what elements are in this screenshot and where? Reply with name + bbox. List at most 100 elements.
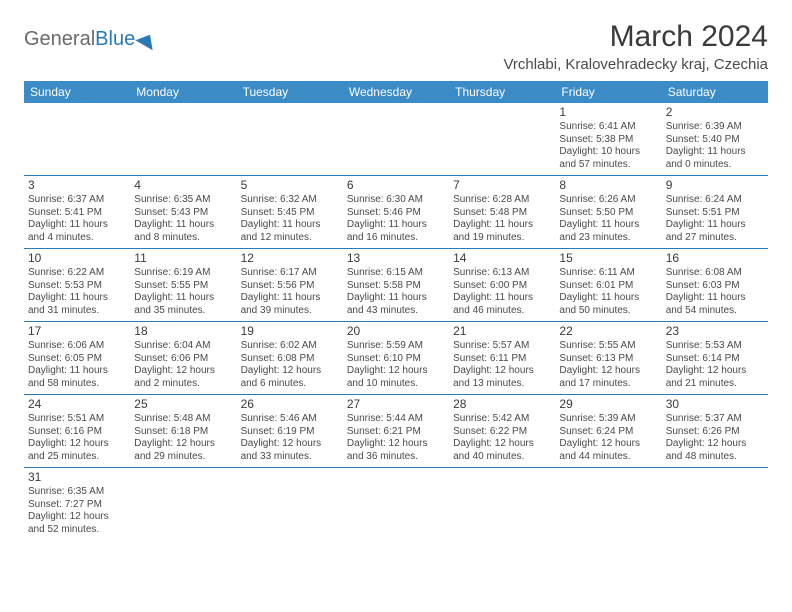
day-header: Sunday	[24, 81, 130, 103]
sunset-text: Sunset: 5:56 PM	[241, 280, 339, 293]
day-number: 25	[134, 397, 232, 412]
month-title: March 2024	[503, 20, 768, 54]
daylight-text: Daylight: 11 hours and 16 minutes.	[347, 219, 445, 244]
daylight-text: Daylight: 12 hours and 13 minutes.	[453, 365, 551, 390]
day-number: 9	[666, 178, 764, 193]
calendar-cell: 4Sunrise: 6:35 AMSunset: 5:43 PMDaylight…	[130, 176, 236, 249]
sunset-text: Sunset: 5:38 PM	[559, 134, 657, 147]
daylight-text: Daylight: 11 hours and 58 minutes.	[28, 365, 126, 390]
calendar-cell: 17Sunrise: 6:06 AMSunset: 6:05 PMDayligh…	[24, 322, 130, 395]
sunset-text: Sunset: 5:46 PM	[347, 207, 445, 220]
sunrise-text: Sunrise: 6:26 AM	[559, 194, 657, 207]
calendar-cell: 26Sunrise: 5:46 AMSunset: 6:19 PMDayligh…	[237, 395, 343, 468]
sunrise-text: Sunrise: 6:15 AM	[347, 267, 445, 280]
daylight-text: Daylight: 11 hours and 8 minutes.	[134, 219, 232, 244]
calendar-cell: 7Sunrise: 6:28 AMSunset: 5:48 PMDaylight…	[449, 176, 555, 249]
daylight-text: Daylight: 11 hours and 27 minutes.	[666, 219, 764, 244]
daylight-text: Daylight: 12 hours and 36 minutes.	[347, 438, 445, 463]
calendar-cell: 29Sunrise: 5:39 AMSunset: 6:24 PMDayligh…	[555, 395, 661, 468]
day-number: 22	[559, 324, 657, 339]
day-header: Tuesday	[237, 81, 343, 103]
day-number: 29	[559, 397, 657, 412]
sunset-text: Sunset: 6:03 PM	[666, 280, 764, 293]
sunrise-text: Sunrise: 6:41 AM	[559, 121, 657, 134]
calendar-cell: 5Sunrise: 6:32 AMSunset: 5:45 PMDaylight…	[237, 176, 343, 249]
sunset-text: Sunset: 5:48 PM	[453, 207, 551, 220]
sunset-text: Sunset: 6:01 PM	[559, 280, 657, 293]
sunrise-text: Sunrise: 6:08 AM	[666, 267, 764, 280]
sunrise-text: Sunrise: 6:35 AM	[28, 486, 126, 499]
sunrise-text: Sunrise: 6:02 AM	[241, 340, 339, 353]
sunset-text: Sunset: 6:18 PM	[134, 426, 232, 439]
daylight-text: Daylight: 11 hours and 12 minutes.	[241, 219, 339, 244]
day-number: 15	[559, 251, 657, 266]
calendar-cell	[130, 468, 236, 541]
day-number: 7	[453, 178, 551, 193]
day-number: 30	[666, 397, 764, 412]
calendar-cell	[24, 103, 130, 176]
day-number: 11	[134, 251, 232, 266]
daylight-text: Daylight: 11 hours and 54 minutes.	[666, 292, 764, 317]
day-number: 4	[134, 178, 232, 193]
logo-sail-icon	[136, 29, 159, 49]
daylight-text: Daylight: 11 hours and 19 minutes.	[453, 219, 551, 244]
day-number: 17	[28, 324, 126, 339]
calendar-cell: 16Sunrise: 6:08 AMSunset: 6:03 PMDayligh…	[662, 249, 768, 322]
calendar-body: 1Sunrise: 6:41 AMSunset: 5:38 PMDaylight…	[24, 103, 768, 540]
day-number: 28	[453, 397, 551, 412]
sunset-text: Sunset: 6:00 PM	[453, 280, 551, 293]
daylight-text: Daylight: 11 hours and 43 minutes.	[347, 292, 445, 317]
sunset-text: Sunset: 6:08 PM	[241, 353, 339, 366]
day-number: 13	[347, 251, 445, 266]
daylight-text: Daylight: 11 hours and 50 minutes.	[559, 292, 657, 317]
day-number: 27	[347, 397, 445, 412]
calendar-cell	[449, 103, 555, 176]
calendar-cell	[237, 468, 343, 541]
calendar-cell: 24Sunrise: 5:51 AMSunset: 6:16 PMDayligh…	[24, 395, 130, 468]
day-number: 2	[666, 105, 764, 120]
sunrise-text: Sunrise: 6:39 AM	[666, 121, 764, 134]
sunset-text: Sunset: 6:05 PM	[28, 353, 126, 366]
daylight-text: Daylight: 12 hours and 44 minutes.	[559, 438, 657, 463]
calendar-week: 17Sunrise: 6:06 AMSunset: 6:05 PMDayligh…	[24, 322, 768, 395]
calendar-cell	[662, 468, 768, 541]
daylight-text: Daylight: 11 hours and 31 minutes.	[28, 292, 126, 317]
daylight-text: Daylight: 12 hours and 48 minutes.	[666, 438, 764, 463]
calendar-week: 10Sunrise: 6:22 AMSunset: 5:53 PMDayligh…	[24, 249, 768, 322]
calendar-cell: 19Sunrise: 6:02 AMSunset: 6:08 PMDayligh…	[237, 322, 343, 395]
sunset-text: Sunset: 6:10 PM	[347, 353, 445, 366]
day-number: 18	[134, 324, 232, 339]
day-header-row: SundayMondayTuesdayWednesdayThursdayFrid…	[24, 81, 768, 103]
calendar-cell	[343, 103, 449, 176]
sunrise-text: Sunrise: 6:13 AM	[453, 267, 551, 280]
daylight-text: Daylight: 12 hours and 10 minutes.	[347, 365, 445, 390]
day-number: 3	[28, 178, 126, 193]
sunset-text: Sunset: 6:16 PM	[28, 426, 126, 439]
calendar-cell: 20Sunrise: 5:59 AMSunset: 6:10 PMDayligh…	[343, 322, 449, 395]
calendar-cell: 1Sunrise: 6:41 AMSunset: 5:38 PMDaylight…	[555, 103, 661, 176]
sunrise-text: Sunrise: 5:42 AM	[453, 413, 551, 426]
calendar-cell: 22Sunrise: 5:55 AMSunset: 6:13 PMDayligh…	[555, 322, 661, 395]
calendar-cell: 31Sunrise: 6:35 AMSunset: 7:27 PMDayligh…	[24, 468, 130, 541]
day-header: Friday	[555, 81, 661, 103]
sunrise-text: Sunrise: 6:35 AM	[134, 194, 232, 207]
logo: GeneralBlue	[24, 28, 157, 51]
daylight-text: Daylight: 11 hours and 35 minutes.	[134, 292, 232, 317]
calendar-cell: 25Sunrise: 5:48 AMSunset: 6:18 PMDayligh…	[130, 395, 236, 468]
sunset-text: Sunset: 6:19 PM	[241, 426, 339, 439]
daylight-text: Daylight: 11 hours and 46 minutes.	[453, 292, 551, 317]
sunrise-text: Sunrise: 6:04 AM	[134, 340, 232, 353]
day-header: Saturday	[662, 81, 768, 103]
calendar-cell: 3Sunrise: 6:37 AMSunset: 5:41 PMDaylight…	[24, 176, 130, 249]
day-header: Wednesday	[343, 81, 449, 103]
daylight-text: Daylight: 12 hours and 6 minutes.	[241, 365, 339, 390]
daylight-text: Daylight: 12 hours and 2 minutes.	[134, 365, 232, 390]
daylight-text: Daylight: 12 hours and 40 minutes.	[453, 438, 551, 463]
day-number: 20	[347, 324, 445, 339]
day-number: 24	[28, 397, 126, 412]
sunset-text: Sunset: 5:41 PM	[28, 207, 126, 220]
day-number: 23	[666, 324, 764, 339]
calendar-cell: 30Sunrise: 5:37 AMSunset: 6:26 PMDayligh…	[662, 395, 768, 468]
sunset-text: Sunset: 6:13 PM	[559, 353, 657, 366]
daylight-text: Daylight: 12 hours and 33 minutes.	[241, 438, 339, 463]
